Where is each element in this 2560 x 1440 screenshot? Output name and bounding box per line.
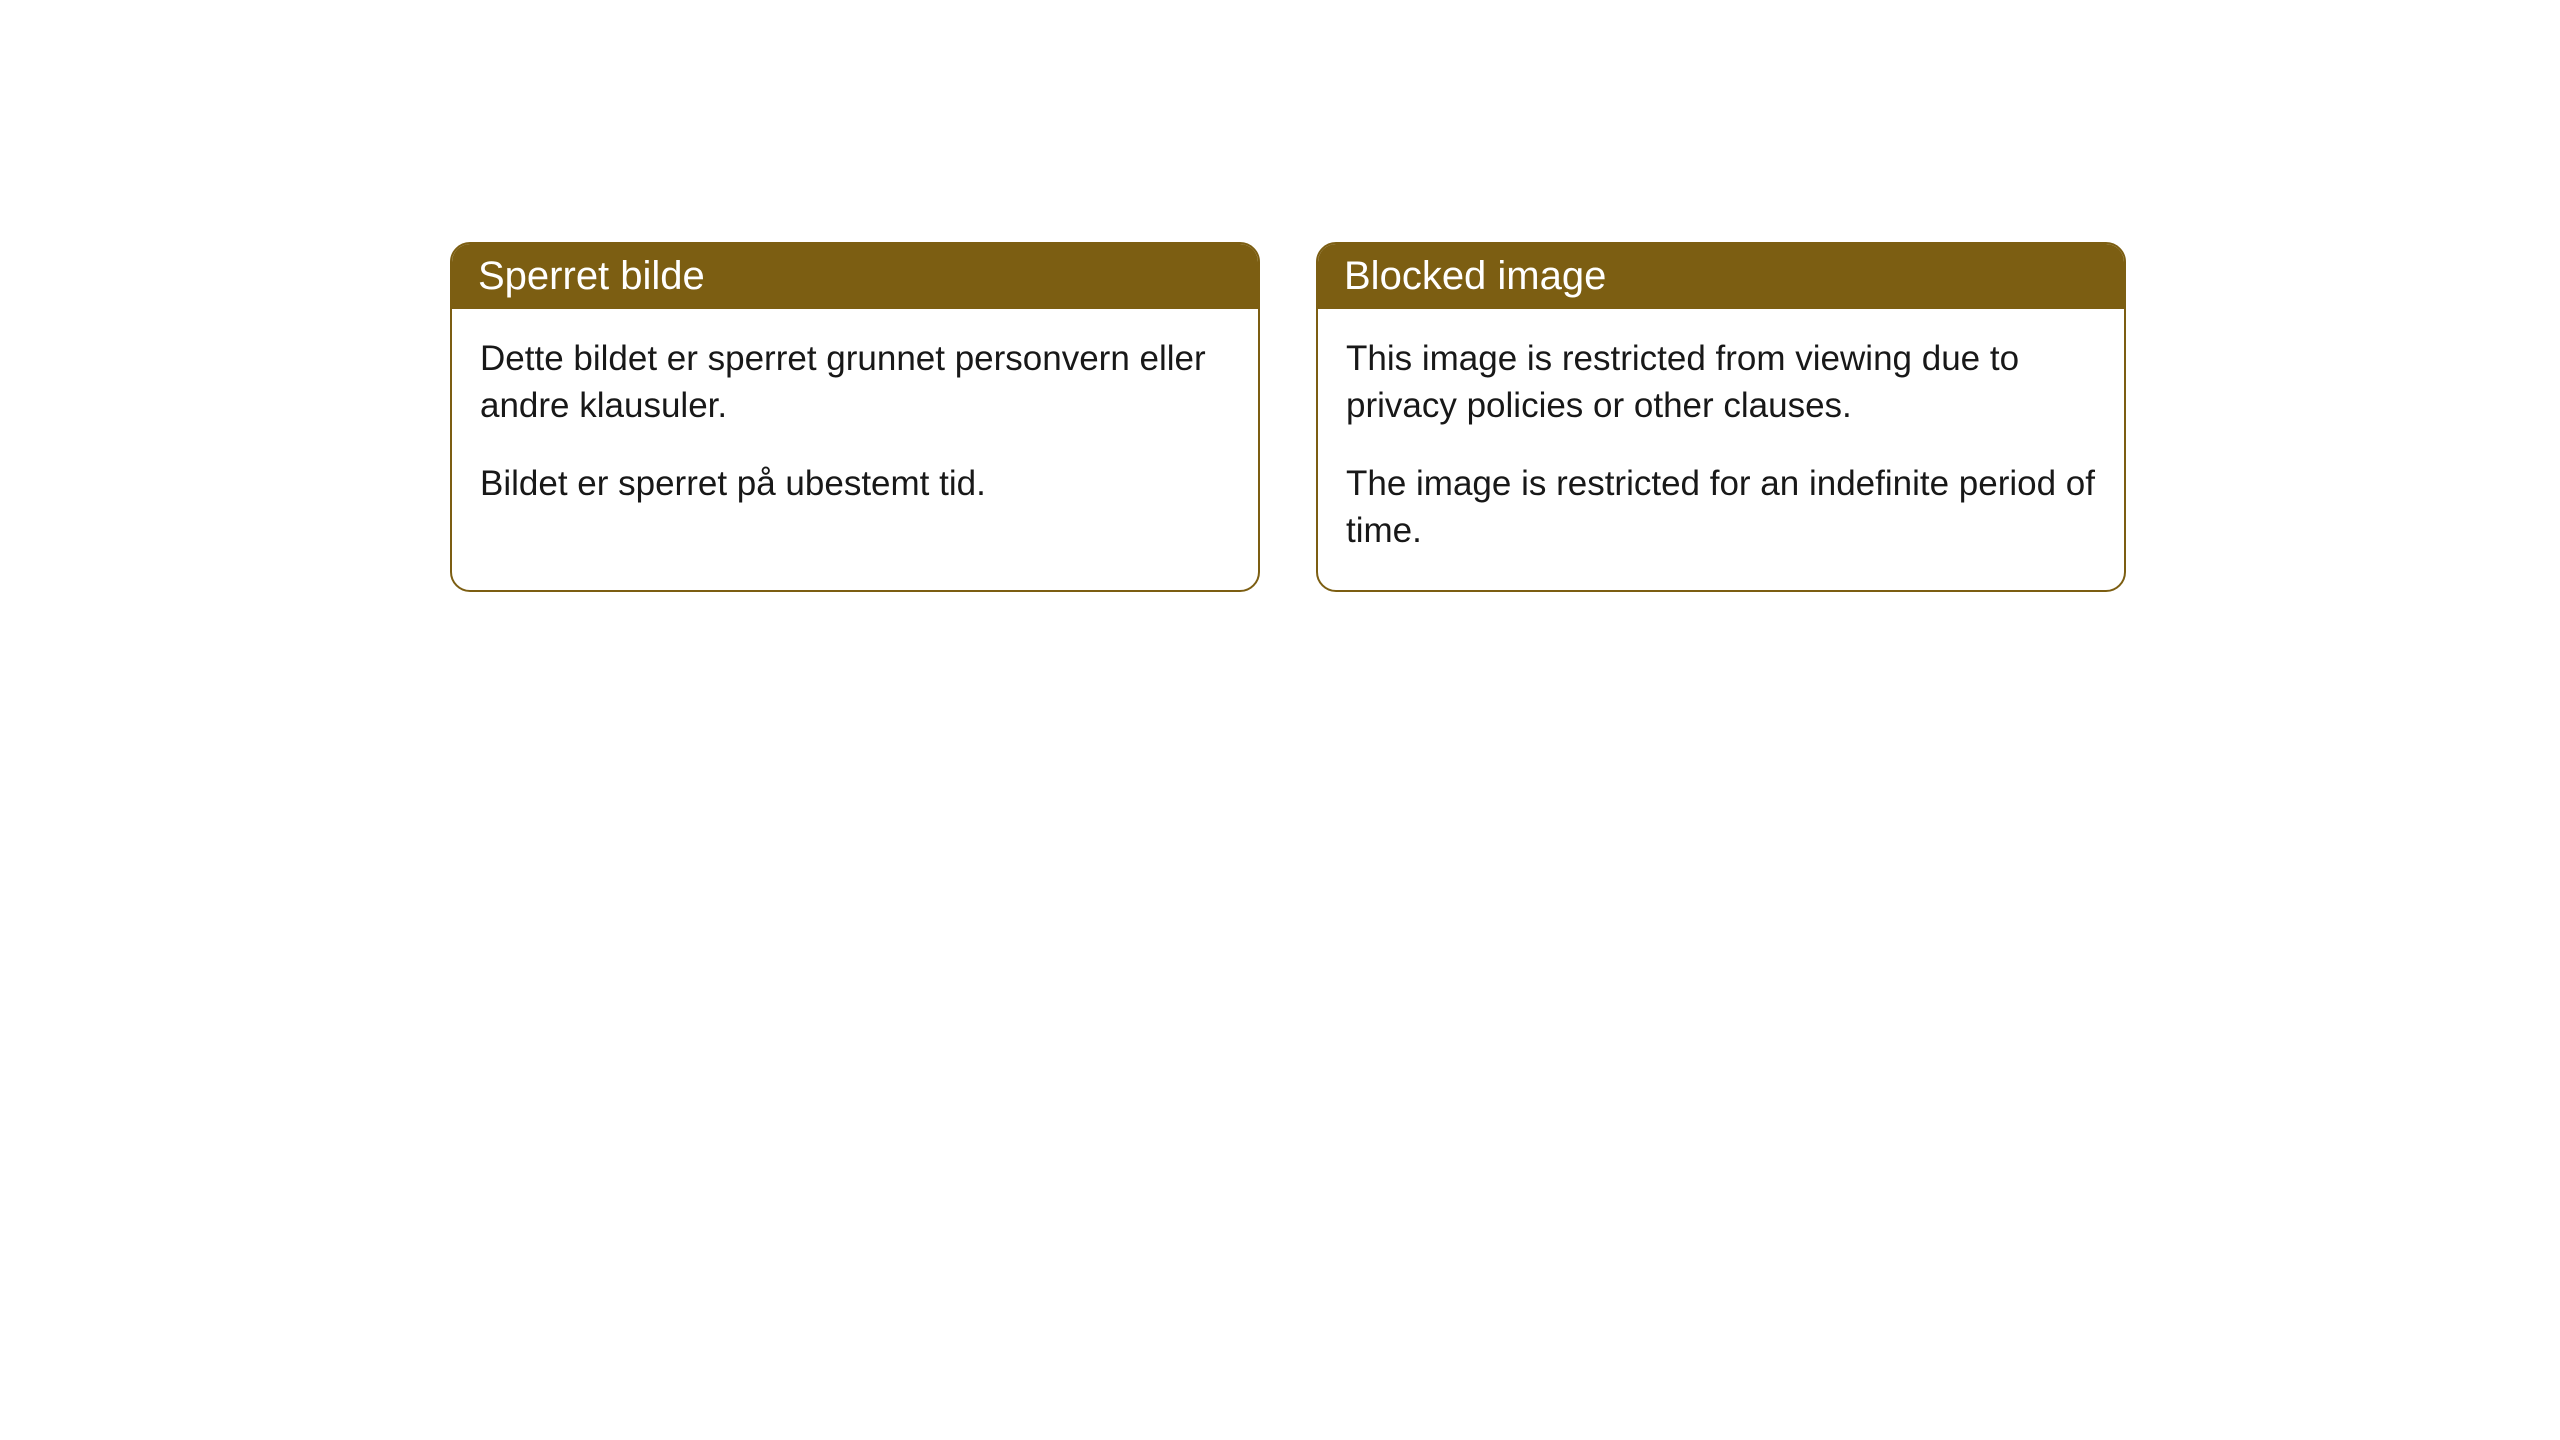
notice-text-line2: The image is restricted for an indefinit… bbox=[1346, 460, 2096, 555]
notice-text-line2: Bildet er sperret på ubestemt tid. bbox=[480, 460, 1230, 507]
notice-text-line1: Dette bildet er sperret grunnet personve… bbox=[480, 335, 1230, 430]
notice-card-norwegian: Sperret bilde Dette bildet er sperret gr… bbox=[450, 242, 1260, 592]
notice-container: Sperret bilde Dette bildet er sperret gr… bbox=[450, 242, 2126, 592]
notice-body-norwegian: Dette bildet er sperret grunnet personve… bbox=[452, 309, 1258, 543]
notice-body-english: This image is restricted from viewing du… bbox=[1318, 309, 2124, 590]
notice-header-norwegian: Sperret bilde bbox=[452, 244, 1258, 309]
notice-header-english: Blocked image bbox=[1318, 244, 2124, 309]
notice-text-line1: This image is restricted from viewing du… bbox=[1346, 335, 2096, 430]
notice-card-english: Blocked image This image is restricted f… bbox=[1316, 242, 2126, 592]
